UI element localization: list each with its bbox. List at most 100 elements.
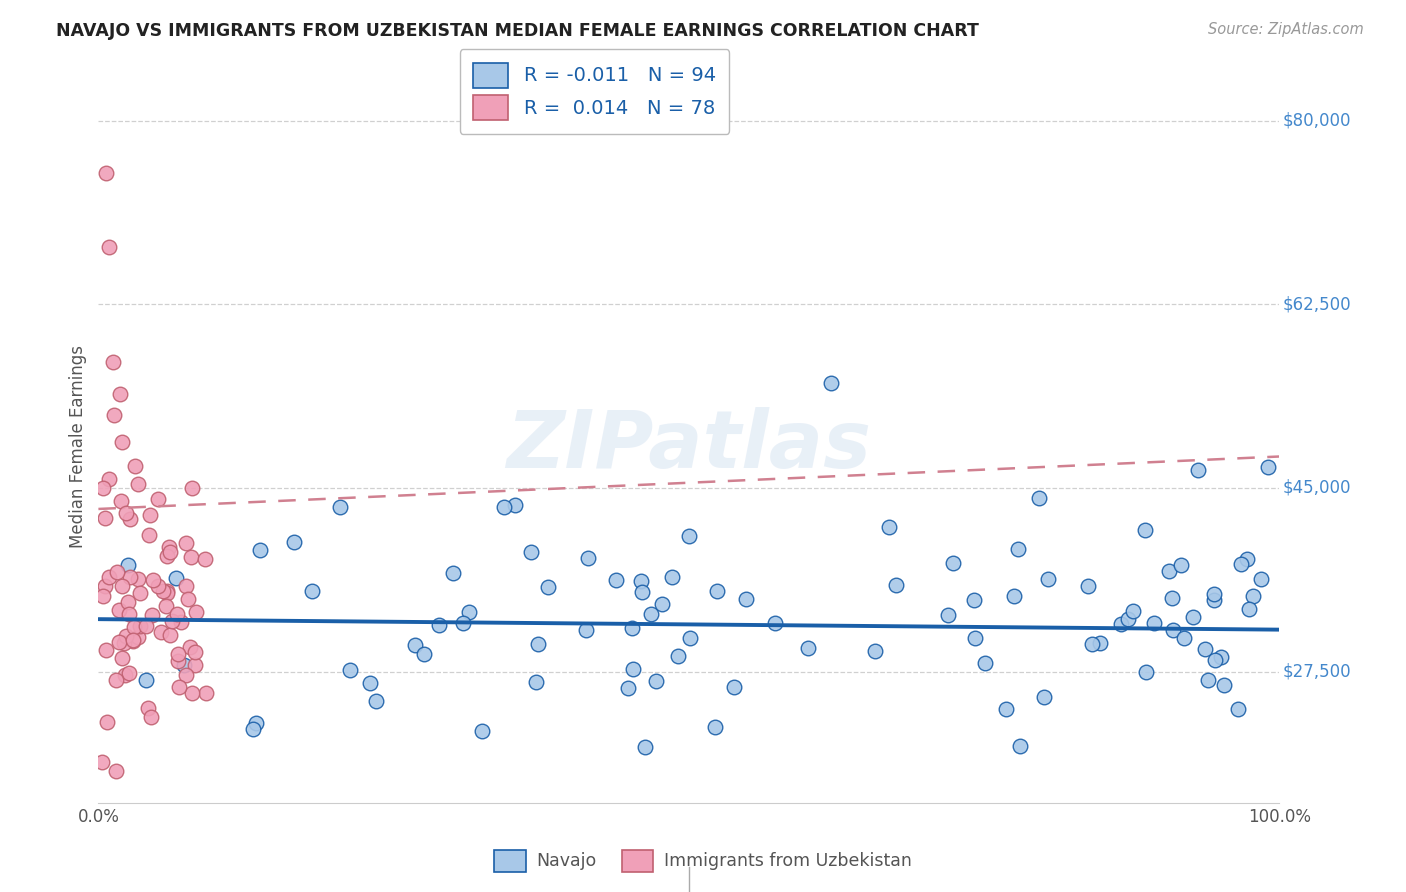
Point <box>339 664 361 678</box>
Point <box>1237 602 1260 616</box>
Point <box>180 481 202 495</box>
Point <box>634 739 657 754</box>
Point <box>183 644 205 658</box>
Point <box>1182 610 1205 624</box>
Point <box>1209 649 1232 664</box>
Point <box>471 723 494 738</box>
Point <box>301 584 323 599</box>
Point <box>98 472 121 486</box>
Point <box>1204 652 1226 666</box>
Point <box>195 686 218 700</box>
Text: Source: ZipAtlas.com: Source: ZipAtlas.com <box>1208 22 1364 37</box>
Point <box>155 599 177 613</box>
Point <box>1122 604 1144 618</box>
Point <box>877 520 900 534</box>
Point <box>1161 623 1184 637</box>
Point <box>666 648 689 663</box>
Point <box>1212 678 1234 692</box>
Point <box>329 500 352 515</box>
Point <box>174 536 197 550</box>
Text: $45,000: $45,000 <box>1284 479 1351 497</box>
Point <box>118 512 141 526</box>
Point <box>678 529 700 543</box>
Legend: R = -0.011   N = 94, R =  0.014   N = 78: R = -0.011 N = 94, R = 0.014 N = 78 <box>460 49 730 134</box>
Point <box>173 657 195 672</box>
Point <box>112 636 135 650</box>
Point <box>156 586 179 600</box>
Point <box>1202 592 1225 607</box>
Point <box>127 573 149 587</box>
Point <box>1133 523 1156 537</box>
Text: $80,000: $80,000 <box>1284 112 1351 129</box>
Point <box>135 673 157 687</box>
Point <box>111 579 134 593</box>
Point <box>96 714 118 729</box>
Point <box>94 511 117 525</box>
Point <box>94 166 117 180</box>
Point <box>1081 636 1104 650</box>
Point <box>1202 587 1225 601</box>
Point <box>139 710 162 724</box>
Point <box>194 551 217 566</box>
Point <box>1230 557 1253 571</box>
Point <box>616 681 638 695</box>
Point <box>1187 463 1209 477</box>
Point <box>128 618 150 632</box>
Point <box>91 589 114 603</box>
Point <box>1227 702 1250 716</box>
Point <box>519 545 541 559</box>
Point <box>1236 552 1258 566</box>
Point <box>679 631 702 645</box>
Point <box>124 458 146 473</box>
Point <box>963 631 986 645</box>
Text: NAVAJO VS IMMIGRANTS FROM UZBEKISTAN MEDIAN FEMALE EARNINGS CORRELATION CHART: NAVAJO VS IMMIGRANTS FROM UZBEKISTAN MED… <box>56 22 979 40</box>
Point <box>796 640 818 655</box>
Point <box>105 764 128 779</box>
Point <box>142 573 165 587</box>
Legend: Navajo, Immigrants from Uzbekistan: Navajo, Immigrants from Uzbekistan <box>488 843 918 879</box>
Point <box>120 570 142 584</box>
Point <box>451 616 474 631</box>
Point <box>115 629 138 643</box>
Point <box>115 506 138 520</box>
Point <box>973 657 995 671</box>
Point <box>863 644 886 658</box>
Point <box>152 583 174 598</box>
Point <box>98 239 121 253</box>
Point <box>1036 572 1059 586</box>
Point <box>117 595 139 609</box>
Point <box>441 566 464 580</box>
Point <box>146 579 169 593</box>
Point <box>183 658 205 673</box>
Point <box>283 535 305 549</box>
Point <box>427 618 450 632</box>
Point <box>98 570 121 584</box>
Point <box>245 715 267 730</box>
Point <box>661 570 683 584</box>
Point <box>157 540 180 554</box>
Point <box>94 642 117 657</box>
Point <box>763 615 786 630</box>
Point <box>167 655 190 669</box>
Point <box>735 591 758 606</box>
Point <box>621 662 644 676</box>
Point <box>122 634 145 648</box>
Point <box>820 376 842 390</box>
Point <box>111 651 134 665</box>
Point <box>122 633 145 648</box>
Point <box>631 585 654 599</box>
Point <box>138 508 160 522</box>
Point <box>167 680 190 694</box>
Point <box>575 623 598 637</box>
Point <box>995 701 1018 715</box>
Point <box>114 667 136 681</box>
Point <box>138 528 160 542</box>
Point <box>174 579 197 593</box>
Point <box>1170 558 1192 573</box>
Point <box>706 584 728 599</box>
Point <box>359 676 381 690</box>
Point <box>166 607 188 622</box>
Point <box>174 668 197 682</box>
Point <box>1002 590 1025 604</box>
Point <box>1257 460 1279 475</box>
